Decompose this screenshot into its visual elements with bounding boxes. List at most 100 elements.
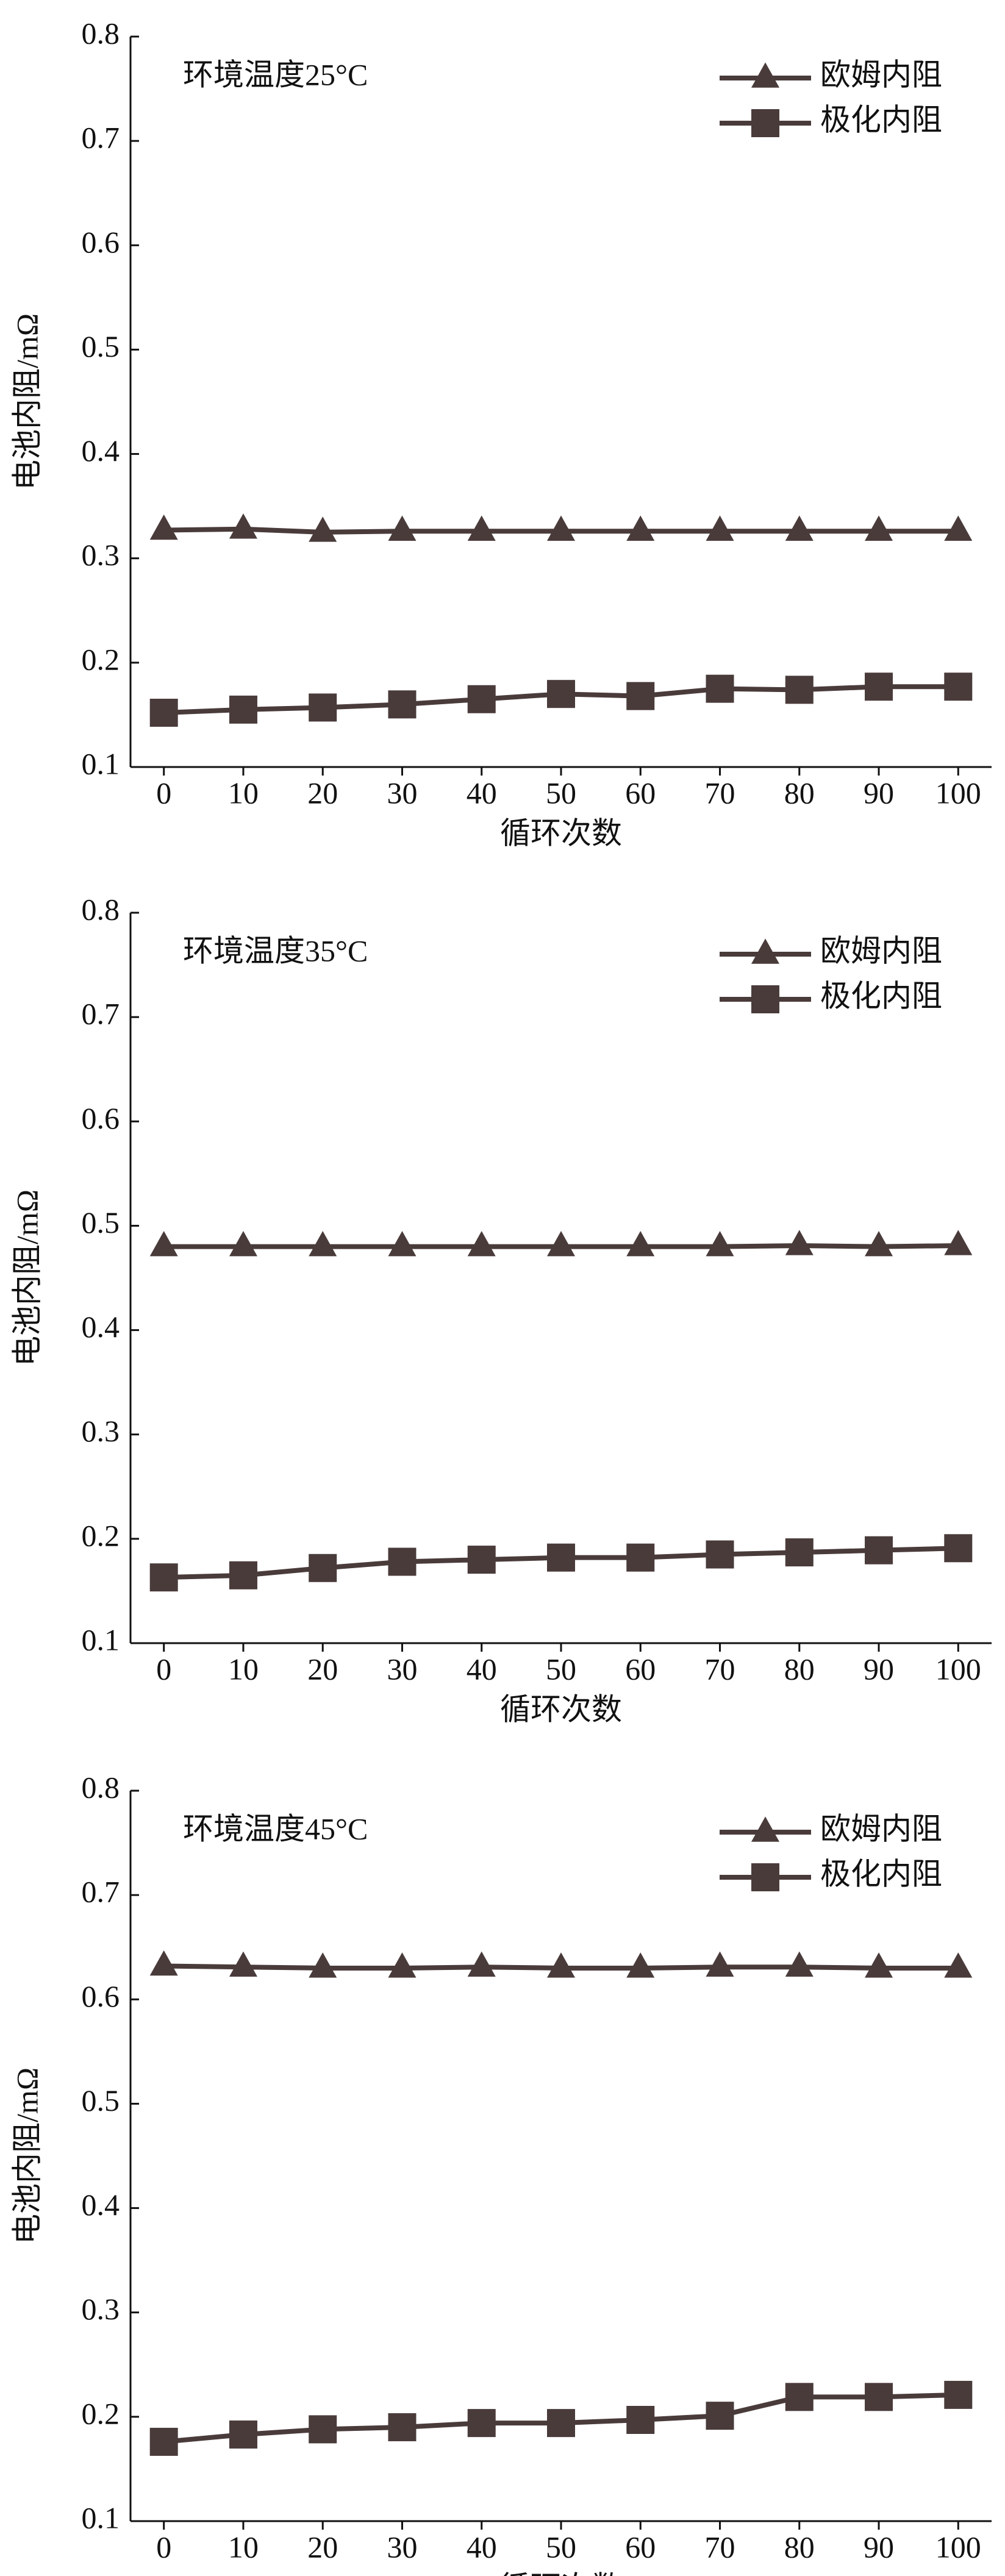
y-tick-label: 0.4 bbox=[82, 1310, 120, 1344]
y-tick-label: 0.1 bbox=[82, 746, 120, 780]
data-point bbox=[229, 695, 257, 724]
data-point bbox=[785, 1951, 814, 1977]
x-tick-label: 50 bbox=[546, 2530, 576, 2564]
data-point bbox=[865, 2383, 893, 2411]
x-tick-label: 50 bbox=[546, 1652, 576, 1686]
data-point bbox=[149, 2427, 178, 2456]
data-point bbox=[865, 1952, 893, 1978]
x-tick-label: 20 bbox=[307, 2530, 338, 2564]
y-tick-label: 0.7 bbox=[82, 1875, 120, 1909]
y-tick-label: 0.3 bbox=[82, 538, 120, 572]
y-tick-label: 0.8 bbox=[82, 16, 120, 50]
data-point bbox=[944, 2380, 973, 2409]
data-point bbox=[229, 513, 257, 539]
y-tick-label: 0.5 bbox=[82, 329, 120, 363]
data-point bbox=[706, 515, 734, 541]
data-point bbox=[388, 515, 417, 541]
data-point bbox=[706, 2402, 734, 2430]
x-tick-label: 50 bbox=[546, 776, 576, 810]
y-tick-label: 0.2 bbox=[82, 642, 120, 676]
data-point bbox=[467, 1546, 496, 1574]
x-tick-label: 90 bbox=[864, 1652, 894, 1686]
data-point bbox=[547, 2409, 575, 2438]
x-tick-label: 0 bbox=[156, 776, 171, 810]
x-tick-label: 30 bbox=[387, 2530, 417, 2564]
data-point bbox=[626, 1230, 655, 1257]
y-tick-label: 0.2 bbox=[82, 1518, 120, 1552]
legend-marker bbox=[751, 985, 779, 1013]
y-tick-label: 0.6 bbox=[82, 1101, 120, 1135]
x-tick-label: 70 bbox=[705, 2530, 735, 2564]
data-point bbox=[309, 693, 337, 722]
data-point bbox=[785, 1230, 814, 1255]
data-point bbox=[149, 699, 178, 727]
data-point bbox=[944, 673, 973, 701]
annotation: 环境温度25°C bbox=[183, 57, 368, 91]
legend-label: 极化内阻 bbox=[820, 979, 942, 1013]
data-point bbox=[626, 515, 655, 541]
x-axis-label: 循环次数 bbox=[500, 816, 622, 850]
data-point bbox=[149, 1230, 178, 1257]
data-point bbox=[467, 1951, 496, 1977]
data-point bbox=[149, 1563, 178, 1592]
data-point bbox=[229, 1230, 257, 1257]
legend-label: 极化内阻 bbox=[820, 1857, 942, 1891]
y-tick-label: 0.1 bbox=[82, 2500, 120, 2535]
data-point bbox=[706, 1951, 734, 1977]
annotation: 环境温度35°C bbox=[183, 933, 368, 968]
x-tick-label: 90 bbox=[864, 2530, 894, 2564]
y-tick-label: 0.4 bbox=[82, 2188, 120, 2222]
y-tick-label: 0.5 bbox=[82, 1205, 120, 1240]
legend-marker bbox=[751, 62, 779, 88]
data-point bbox=[785, 2383, 814, 2411]
data-point bbox=[309, 516, 337, 542]
data-point bbox=[944, 1230, 973, 1255]
legend-label: 欧姆内阻 bbox=[820, 933, 942, 968]
data-point bbox=[706, 674, 734, 703]
data-point bbox=[865, 1230, 893, 1257]
x-tick-label: 90 bbox=[864, 776, 894, 810]
x-axis-label: 循环次数 bbox=[500, 1692, 622, 1726]
y-tick-label: 0.3 bbox=[82, 2292, 120, 2326]
data-point bbox=[944, 515, 973, 541]
x-tick-label: 30 bbox=[387, 776, 417, 810]
data-point bbox=[865, 673, 893, 701]
x-tick-label: 10 bbox=[228, 1652, 259, 1686]
x-tick-label: 0 bbox=[156, 2530, 171, 2564]
x-tick-label: 100 bbox=[935, 2530, 981, 2564]
x-axis-label: 循环次数 bbox=[500, 2570, 622, 2576]
x-tick-label: 40 bbox=[467, 2530, 497, 2564]
data-point bbox=[229, 1561, 257, 1589]
data-point bbox=[309, 2415, 337, 2444]
chart: 0.1 0.2 0.3 0.4 0.5 0.6 0.7 0.8 0 10 20 30 40 50 60 70 8… bbox=[10, 892, 992, 1726]
legend-marker bbox=[751, 1816, 779, 1842]
y-tick-label: 0.6 bbox=[82, 1979, 120, 2013]
y-tick-label: 0.8 bbox=[82, 1770, 120, 1804]
data-point bbox=[785, 676, 814, 704]
data-point bbox=[388, 1952, 417, 1978]
x-tick-label: 40 bbox=[467, 776, 497, 810]
y-axis-label: 电池内阻/mΩ bbox=[10, 1190, 44, 1366]
x-tick-label: 30 bbox=[387, 1652, 417, 1686]
data-point bbox=[149, 514, 178, 540]
data-point bbox=[229, 1951, 257, 1977]
data-point bbox=[865, 1536, 893, 1565]
data-point bbox=[785, 1538, 814, 1567]
data-point bbox=[944, 1952, 973, 1978]
data-point bbox=[309, 1554, 337, 1582]
data-point bbox=[706, 1230, 734, 1257]
data-point bbox=[547, 1543, 575, 1572]
data-point bbox=[388, 690, 417, 719]
data-point bbox=[626, 2405, 655, 2434]
data-point bbox=[467, 515, 496, 541]
data-point bbox=[785, 515, 814, 541]
y-tick-label: 0.3 bbox=[82, 1414, 120, 1448]
annotation: 环境温度45°C bbox=[183, 1811, 368, 1846]
data-point bbox=[149, 1950, 178, 1976]
y-axis-label: 电池内阻/mΩ bbox=[10, 313, 44, 490]
x-tick-label: 0 bbox=[156, 1652, 171, 1686]
legend-label: 欧姆内阻 bbox=[820, 1811, 942, 1846]
x-tick-label: 80 bbox=[784, 2530, 815, 2564]
data-point bbox=[547, 680, 575, 708]
